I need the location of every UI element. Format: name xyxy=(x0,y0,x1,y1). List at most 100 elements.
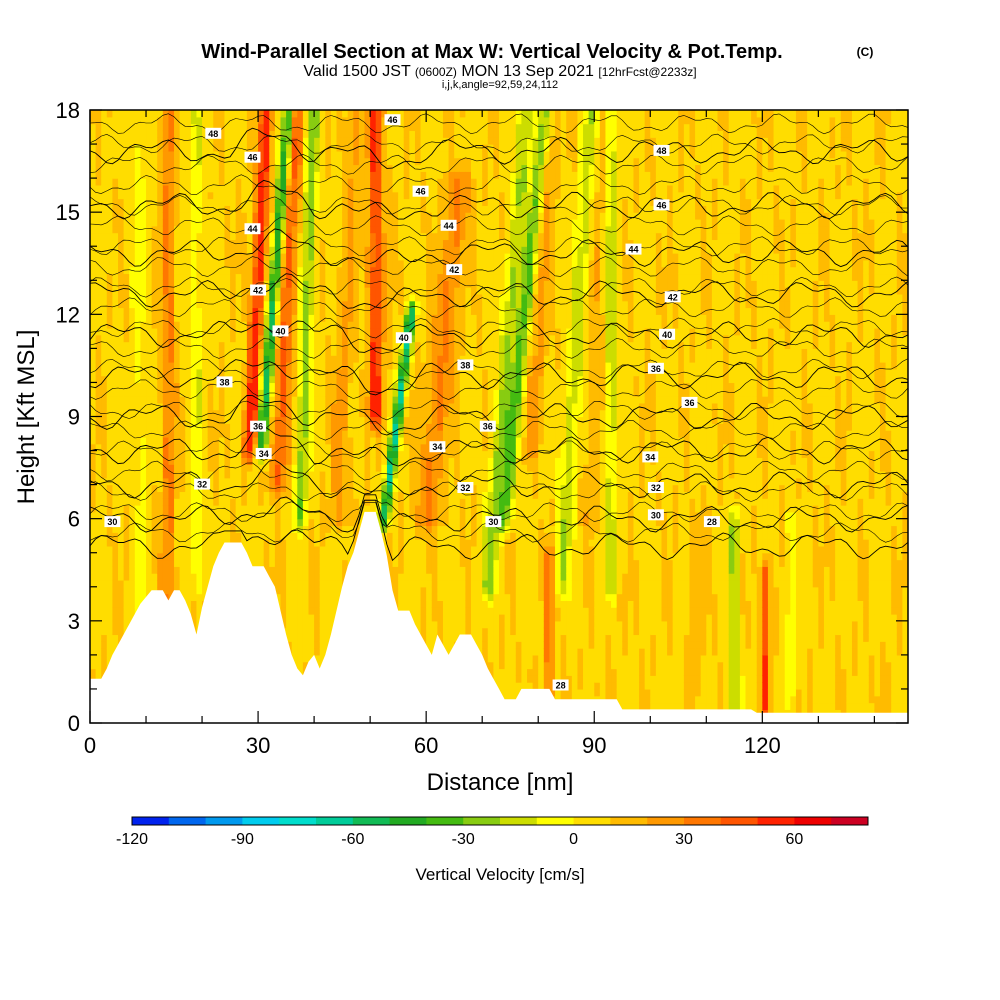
velocity-cell xyxy=(146,218,153,227)
velocity-cell xyxy=(274,450,282,458)
velocity-cell xyxy=(235,355,242,363)
velocity-cell xyxy=(90,110,97,118)
velocity-cell xyxy=(213,144,220,152)
velocity-cell xyxy=(162,300,170,309)
velocity-cell xyxy=(358,314,366,322)
velocity-cell xyxy=(353,225,360,234)
velocity-cell xyxy=(202,355,209,363)
velocity-cell xyxy=(106,273,114,281)
velocity-cell xyxy=(297,423,304,431)
velocity-cell xyxy=(325,253,332,261)
velocity-cell xyxy=(123,586,130,595)
velocity-cell xyxy=(330,579,338,588)
velocity-cell xyxy=(157,532,164,540)
velocity-cell xyxy=(308,212,315,220)
velocity-cell xyxy=(358,293,366,302)
velocity-cell xyxy=(286,477,293,486)
velocity-cell xyxy=(291,150,298,159)
velocity-cell xyxy=(330,396,338,404)
velocity-cell xyxy=(190,552,198,561)
velocity-cell xyxy=(213,423,220,431)
velocity-cell xyxy=(291,402,298,411)
velocity-cell xyxy=(168,334,175,343)
velocity-cell xyxy=(162,130,170,138)
velocity-cell xyxy=(118,566,125,574)
velocity-cell xyxy=(347,511,354,520)
velocity-cell xyxy=(375,130,382,138)
velocity-cell xyxy=(101,144,108,152)
velocity-cell xyxy=(263,321,270,329)
velocity-cell xyxy=(118,505,125,513)
velocity-cell xyxy=(336,586,343,595)
velocity-cell xyxy=(297,280,304,288)
velocity-cell xyxy=(280,511,287,520)
velocity-cell xyxy=(140,130,147,138)
velocity-cell xyxy=(95,307,102,315)
velocity-cell xyxy=(302,464,310,472)
velocity-cell xyxy=(336,184,343,193)
velocity-cell xyxy=(95,389,102,397)
velocity-cell xyxy=(353,280,360,288)
velocity-cell xyxy=(308,566,315,574)
velocity-cell xyxy=(218,266,226,275)
velocity-cell xyxy=(381,341,388,349)
velocity-cell xyxy=(196,586,203,595)
velocity-cell xyxy=(179,253,186,261)
velocity-cell xyxy=(386,566,394,574)
velocity-cell xyxy=(151,157,158,166)
velocity-cell xyxy=(336,300,343,309)
velocity-cell xyxy=(347,477,354,486)
velocity-cell xyxy=(151,389,158,397)
velocity-cell xyxy=(308,239,315,247)
velocity-cell xyxy=(162,559,170,567)
velocity-cell xyxy=(297,246,304,254)
velocity-cell xyxy=(398,477,405,486)
velocity-cell xyxy=(330,505,338,513)
velocity-cell xyxy=(140,573,147,581)
velocity-cell xyxy=(207,178,214,186)
velocity-cell xyxy=(235,225,242,234)
velocity-cell xyxy=(112,362,119,370)
velocity-cell xyxy=(190,218,198,227)
velocity-cell xyxy=(95,287,102,295)
velocity-cell xyxy=(157,430,164,438)
velocity-cell xyxy=(252,307,259,315)
velocity-cell xyxy=(314,110,321,118)
velocity-cell xyxy=(336,484,343,493)
velocity-cell xyxy=(95,668,102,676)
velocity-cell xyxy=(146,477,153,486)
velocity-cell xyxy=(179,130,186,138)
velocity-cell xyxy=(342,144,349,152)
velocity-cell xyxy=(364,457,371,465)
velocity-cell xyxy=(224,368,231,377)
velocity-cell xyxy=(101,198,108,206)
velocity-cell xyxy=(291,287,298,295)
velocity-cell xyxy=(291,218,298,227)
velocity-cell xyxy=(151,246,158,254)
velocity-cell xyxy=(308,253,315,261)
velocity-cell xyxy=(95,355,102,363)
velocity-cell xyxy=(241,525,248,533)
velocity-cell xyxy=(269,300,276,309)
velocity-cell xyxy=(101,341,108,349)
velocity-cell xyxy=(280,116,287,125)
velocity-cell xyxy=(286,150,293,159)
velocity-cell xyxy=(286,634,293,642)
velocity-cell xyxy=(375,184,382,193)
velocity-cell xyxy=(258,484,265,493)
velocity-cell xyxy=(196,600,203,608)
velocity-cell xyxy=(308,620,315,629)
velocity-cell xyxy=(347,321,354,329)
velocity-cell xyxy=(213,178,220,186)
velocity-cell xyxy=(319,225,326,234)
velocity-cell xyxy=(269,402,276,411)
velocity-cell xyxy=(330,253,338,261)
velocity-cell xyxy=(347,334,354,343)
velocity-cell xyxy=(342,130,349,138)
velocity-cell xyxy=(146,389,153,397)
velocity-cell xyxy=(224,334,231,343)
velocity-cell xyxy=(269,178,276,186)
velocity-cell xyxy=(319,525,326,533)
velocity-cell xyxy=(218,539,226,547)
velocity-cell xyxy=(106,116,114,125)
